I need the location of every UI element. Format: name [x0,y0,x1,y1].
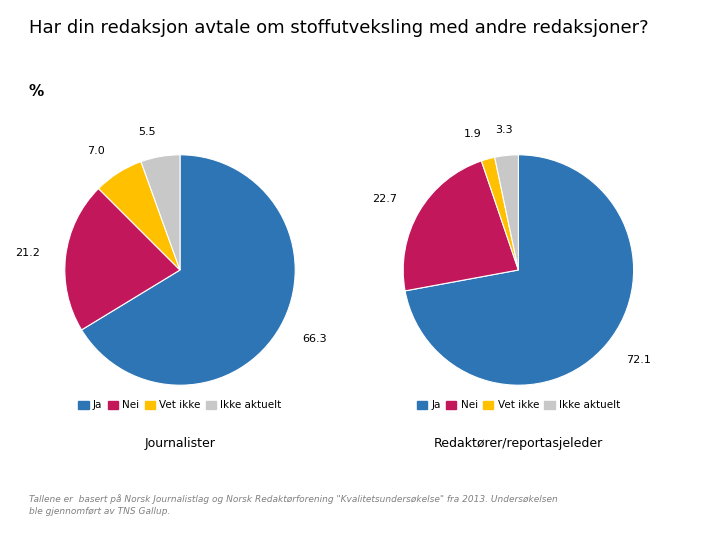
Text: %: % [29,84,44,99]
Legend: Ja, Nei, Vet ikke, Ikke aktuelt: Ja, Nei, Vet ikke, Ikke aktuelt [74,396,286,415]
Wedge shape [403,161,518,291]
Wedge shape [65,188,180,330]
Text: 7.0: 7.0 [87,146,104,157]
Text: Journalister: Journalister [145,437,215,450]
Wedge shape [482,157,518,270]
Text: 66.3: 66.3 [302,334,327,344]
Text: 5.5: 5.5 [138,126,156,137]
Text: Redaktører/reportasjeleder: Redaktører/reportasjeleder [433,437,603,450]
Wedge shape [405,155,634,385]
Text: Har din redaksjon avtale om stoffutveksling med andre redaksjoner?: Har din redaksjon avtale om stoffutveksl… [29,19,649,37]
Wedge shape [141,155,180,270]
Wedge shape [99,161,180,270]
Wedge shape [81,155,295,385]
Wedge shape [495,155,518,270]
Text: 21.2: 21.2 [16,248,40,258]
Legend: Ja, Nei, Vet ikke, Ikke aktuelt: Ja, Nei, Vet ikke, Ikke aktuelt [413,396,624,415]
Text: 1.9: 1.9 [464,130,481,139]
Text: 22.7: 22.7 [372,194,397,204]
Text: 72.1: 72.1 [626,355,652,365]
Text: Tallene er  basert på Norsk Journalistlag og Norsk Redaktørforening "Kvalitetsun: Tallene er basert på Norsk Journalistlag… [29,494,557,516]
Text: 3.3: 3.3 [495,125,513,135]
